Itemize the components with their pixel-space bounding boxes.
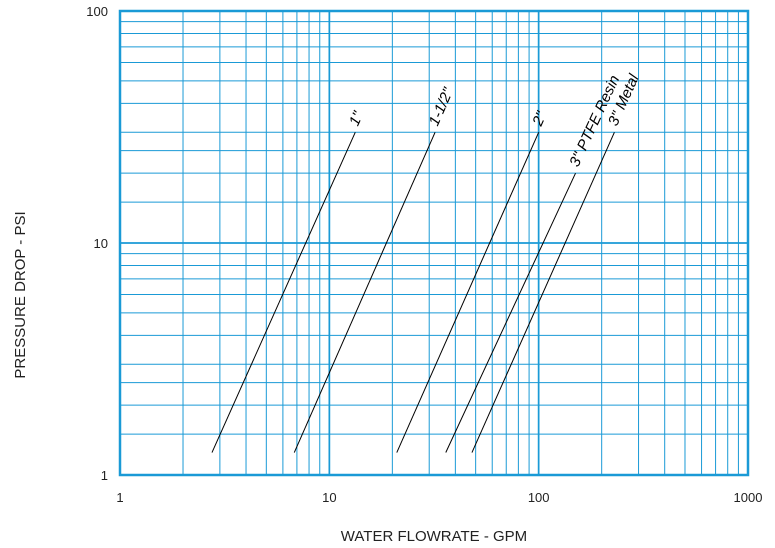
series-line <box>293 132 436 453</box>
series-label: 2" <box>529 108 551 129</box>
x-tick-label: 1 <box>116 490 123 505</box>
y-tick-label: 1 <box>101 468 108 483</box>
x-tick-label: 100 <box>528 490 550 505</box>
series-label: 1" <box>346 108 367 128</box>
plot-frame <box>118 9 750 477</box>
y-axis-title: PRESSURE DROP - PSI <box>12 211 29 378</box>
series-label: 1-1/2" <box>426 85 458 129</box>
grid-lines <box>119 10 749 476</box>
series-line <box>445 172 576 453</box>
series-line <box>396 132 540 453</box>
series-lines <box>211 132 615 453</box>
series-line <box>211 132 356 453</box>
y-tick-label: 100 <box>86 4 108 19</box>
x-axis-title: WATER FLOWRATE - GPM <box>341 528 527 545</box>
y-tick-label: 10 <box>94 236 108 251</box>
x-tick-label: 10 <box>322 490 336 505</box>
series-line <box>471 132 615 453</box>
tick-labels: 1 10 100 1000 1 10 100 <box>86 4 762 505</box>
x-tick-label: 1000 <box>734 490 763 505</box>
